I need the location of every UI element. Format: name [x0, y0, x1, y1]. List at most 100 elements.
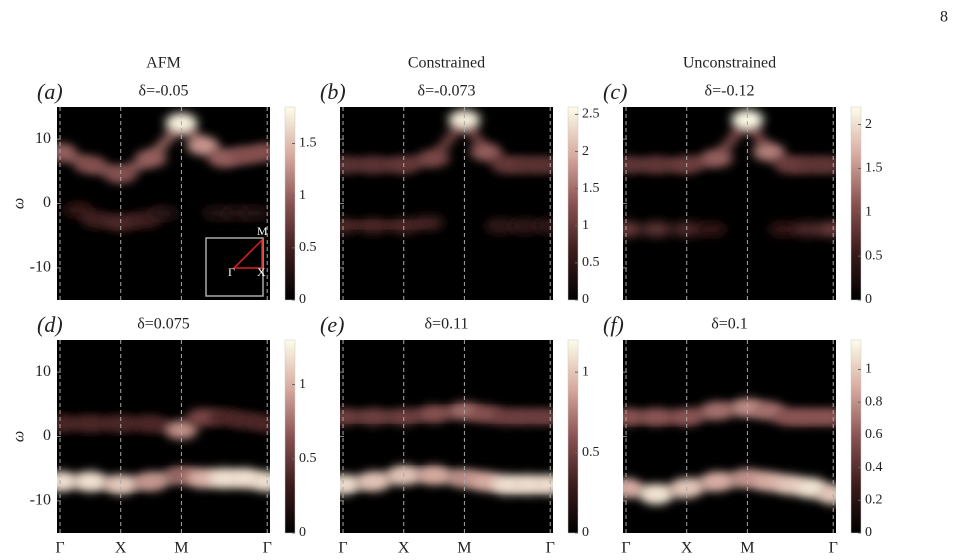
y-axis-label: ω — [11, 198, 28, 209]
band-point — [817, 221, 836, 237]
panel-label: (c) — [603, 79, 627, 104]
x-tick-label: Γ — [546, 540, 555, 557]
panel-subtitle: δ=0.11 — [425, 316, 469, 333]
colorbar — [284, 339, 296, 534]
band-point — [795, 409, 828, 426]
panel-label: (b) — [320, 79, 346, 104]
x-tick-label: Γ — [338, 540, 347, 557]
band-point — [357, 409, 390, 425]
column-title: AFM — [146, 55, 181, 72]
band-point — [135, 150, 168, 167]
band-point — [57, 471, 77, 492]
band-point — [752, 143, 785, 161]
colorbar-tick-label: 0 — [299, 525, 306, 540]
band-point — [135, 416, 168, 431]
x-tick-label: Γ — [829, 540, 838, 557]
band-point — [251, 144, 270, 160]
band-point — [340, 409, 360, 425]
band-point — [623, 157, 643, 173]
spectral-layer — [623, 398, 836, 505]
colorbar-tick-label: 0.5 — [299, 451, 317, 466]
band-point — [340, 218, 360, 234]
panel-subtitle: δ=-0.12 — [705, 83, 755, 100]
colorbar-tick-label: 0.8 — [865, 394, 883, 409]
band-point — [74, 416, 107, 431]
band-point — [640, 221, 673, 237]
band-point — [509, 219, 542, 233]
band-point — [340, 475, 360, 495]
colorbar-tick-label: 1 — [299, 377, 306, 392]
x-tick-label: X — [398, 540, 410, 557]
band-point — [731, 109, 764, 130]
panel-label: (d) — [37, 312, 63, 337]
y-axis-label: ω — [11, 431, 28, 442]
colorbar-tick-label: 0 — [582, 525, 589, 540]
band-point — [640, 157, 673, 173]
band-point — [251, 471, 270, 492]
colorbar-tick-label: 1 — [299, 188, 306, 203]
band-point — [512, 475, 545, 495]
band-point — [534, 475, 553, 495]
band-point — [817, 485, 836, 504]
inset-box — [205, 237, 264, 297]
colorbar — [284, 106, 296, 301]
panel-label: (f) — [603, 312, 624, 337]
band-point — [135, 472, 168, 491]
colorbar-tick-label: 2.5 — [582, 107, 600, 122]
colorbar-tick-label: 2 — [582, 144, 589, 159]
colorbar-tick-label: 0.5 — [865, 248, 883, 263]
band-point — [165, 421, 198, 439]
band-point — [694, 222, 727, 237]
inset-label: Γ — [228, 265, 235, 279]
band-point — [418, 466, 451, 485]
colorbar-tick-label: 1 — [582, 218, 589, 233]
band-point — [817, 409, 836, 426]
band-point — [418, 150, 451, 167]
y-tick-label: 0 — [43, 427, 51, 444]
band-point — [62, 203, 95, 217]
band-point — [817, 157, 836, 173]
colorbar-tick-label: 1 — [865, 204, 872, 219]
band-point — [57, 143, 77, 161]
colorbar-tick-label: 0.5 — [582, 445, 600, 460]
colorbar-tick-label: 0.6 — [865, 427, 883, 442]
band-point — [104, 475, 137, 495]
x-tick-label: M — [740, 540, 754, 557]
y-tick-label: 0 — [43, 194, 51, 211]
band-point — [701, 402, 734, 420]
colorbar-tick-label: 1 — [582, 364, 589, 379]
plot-background — [340, 340, 553, 533]
band-point — [448, 110, 481, 130]
spectral-layer — [340, 110, 553, 234]
band-point — [640, 409, 673, 426]
band-point — [104, 166, 137, 183]
x-tick-label: Γ — [55, 540, 64, 557]
panel-subtitle: δ=0.1 — [711, 316, 748, 333]
band-point — [238, 206, 270, 220]
band-point — [104, 416, 137, 431]
band-point — [357, 218, 390, 234]
colorbar-tick-label: 0.5 — [582, 255, 600, 270]
panel-subtitle: δ=-0.073 — [418, 83, 476, 100]
band-point — [186, 136, 219, 155]
band-point — [701, 472, 734, 491]
colorbar — [850, 339, 862, 534]
y-tick-label: 10 — [35, 130, 51, 147]
panel-label: (e) — [320, 312, 344, 337]
band-point — [340, 157, 360, 173]
x-tick-label: Γ — [263, 540, 272, 557]
inset-label: M — [257, 224, 268, 238]
x-tick-label: M — [457, 540, 471, 557]
plot-background — [57, 107, 270, 300]
colorbar-tick-label: 0 — [865, 525, 872, 540]
band-point — [57, 416, 77, 431]
band-point — [411, 215, 444, 230]
colorbar-tick-label: 0 — [865, 292, 872, 307]
colorbar-tick-label: 0 — [299, 292, 306, 307]
colorbar — [567, 106, 579, 301]
band-point — [484, 219, 517, 233]
band-point — [74, 156, 107, 173]
colorbar-tick-label: 1.5 — [582, 181, 600, 196]
x-tick-label: Γ — [621, 540, 630, 557]
